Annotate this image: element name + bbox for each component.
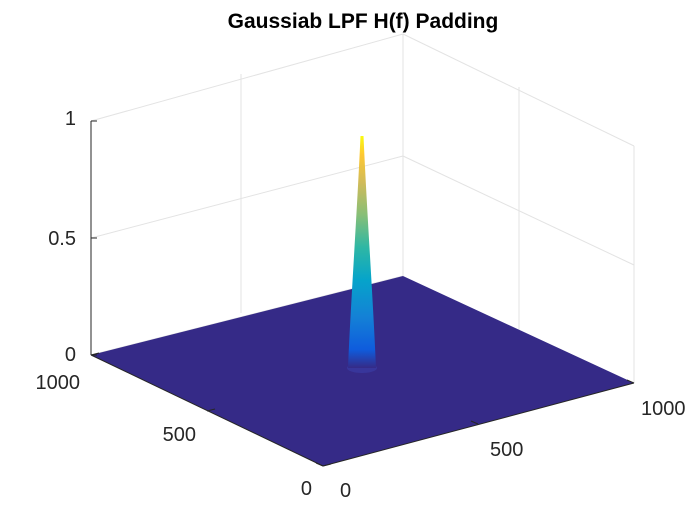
grid-line — [402, 33, 635, 147]
grid-line — [90, 33, 404, 122]
y-tick-mark — [322, 463, 332, 467]
y-tick-label: 500 — [163, 424, 196, 446]
x-tick-mark — [315, 462, 324, 467]
y-tick-mark — [206, 408, 216, 412]
x-tick-label: 500 — [490, 439, 523, 461]
peak-surface — [348, 136, 376, 368]
x-tick-label: 1000 — [641, 398, 686, 420]
z-tick-label: 1 — [65, 108, 76, 130]
x-tick-mark — [470, 420, 479, 425]
y-tick-mark — [90, 352, 100, 356]
tick-labels: 1 0.5 0 1000 500 0 0 500 1000 — [36, 108, 686, 502]
grid-line — [90, 155, 404, 239]
grid-line — [402, 155, 635, 266]
y-tick-label: 0 — [301, 478, 312, 500]
x-axis-line — [322, 382, 635, 467]
tick-marks — [90, 120, 635, 467]
x-tick-label: 0 — [340, 480, 351, 502]
z-tick-label: 0.5 — [48, 228, 76, 250]
x-tick-mark — [626, 379, 635, 384]
gaussian-peak — [347, 136, 377, 373]
z-tick-label: 0 — [65, 344, 76, 366]
chart-title: Gaussiab LPF H(f) Padding — [228, 10, 499, 33]
y-tick-label: 1000 — [36, 372, 81, 394]
